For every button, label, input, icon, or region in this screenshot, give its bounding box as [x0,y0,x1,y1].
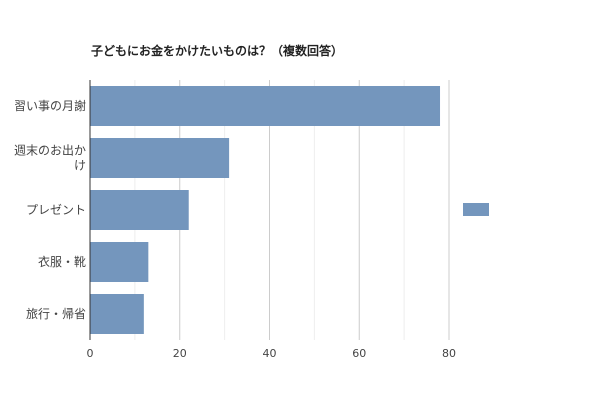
category-label: 衣服・靴 [38,254,86,269]
x-tick-label: 20 [173,347,187,360]
bar [90,138,230,178]
bars [90,86,441,334]
bar [90,294,144,334]
category-label: 旅行・帰省 [26,307,86,321]
x-tick-labels: 0 20 40 60 80 [87,347,457,360]
chart-title: 子どもにお金をかけたいものは？（複数回答） [91,43,343,58]
bar [90,86,441,126]
x-tick-label: 60 [352,347,366,360]
category-label: 習い事の月謝 [14,98,86,113]
x-tick-label: 80 [442,347,456,360]
x-tick-label: 0 [87,347,94,360]
bar [90,242,149,282]
category-label: プレゼント [26,203,86,217]
legend-swatch [463,203,489,216]
bar [90,190,189,230]
x-tick-label: 40 [263,347,277,360]
category-label: け [74,159,86,173]
category-label: 週末のお出か [14,144,86,158]
